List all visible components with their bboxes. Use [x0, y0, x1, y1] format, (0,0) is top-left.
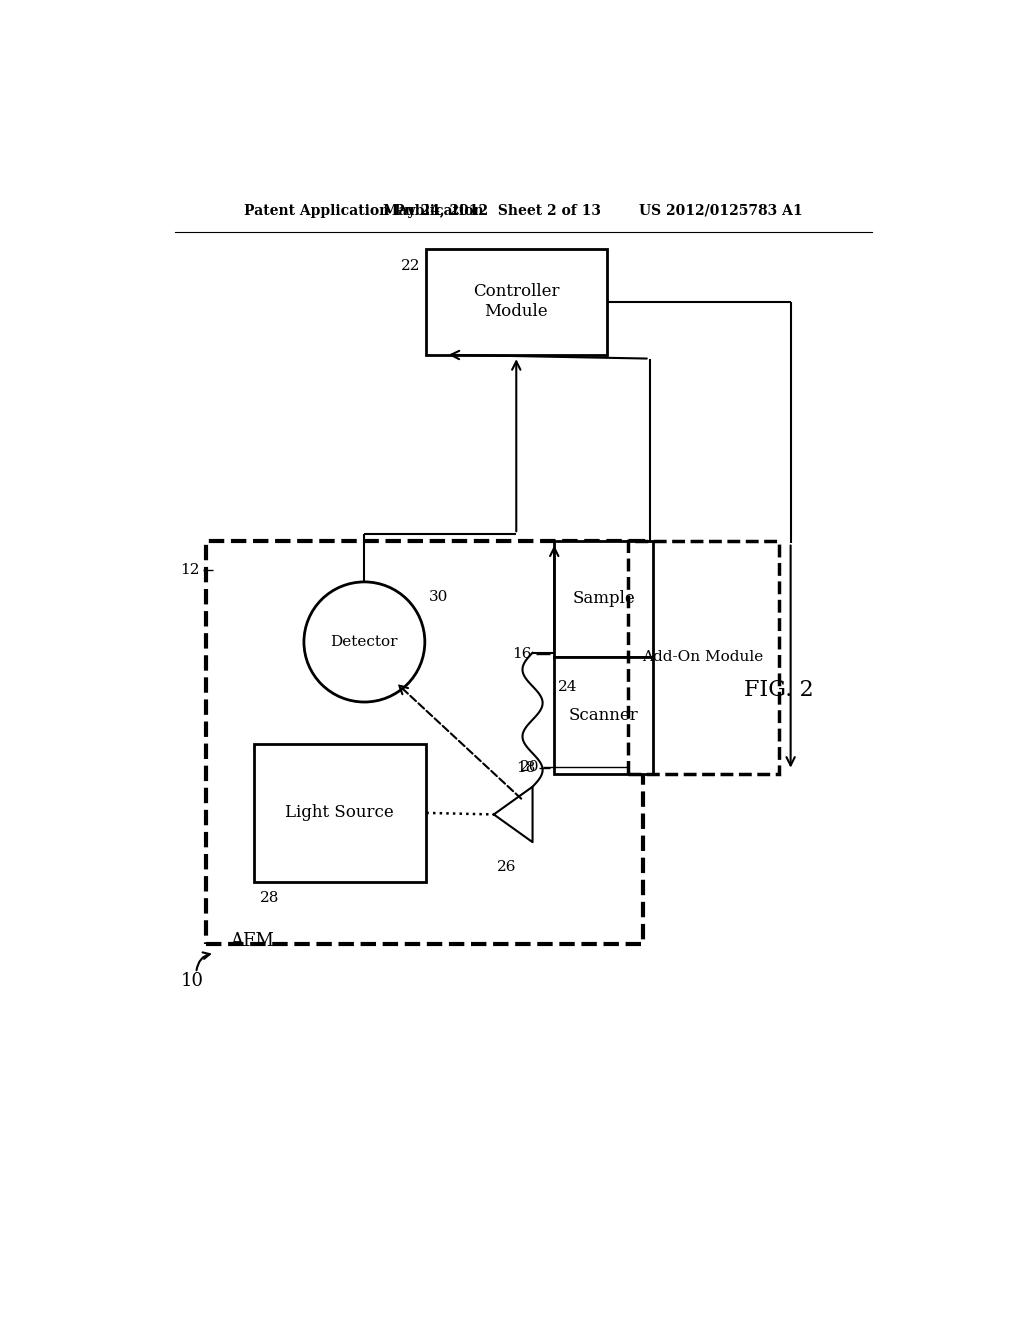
Bar	[426, 249, 607, 355]
Text: Add-On Module: Add-On Module	[642, 651, 764, 664]
Bar	[554, 657, 653, 775]
Bar	[206, 541, 643, 944]
Text: 20: 20	[520, 760, 540, 774]
Text: FIG. 2: FIG. 2	[744, 678, 814, 701]
Text: 26: 26	[497, 859, 516, 874]
Text: Patent Application Publication: Patent Application Publication	[245, 203, 484, 218]
Circle shape	[304, 582, 425, 702]
Text: 24: 24	[558, 680, 578, 694]
Text: AFM: AFM	[230, 932, 274, 950]
Bar	[254, 743, 426, 882]
Text: Controller
Module: Controller Module	[473, 284, 559, 319]
Text: Detector: Detector	[331, 635, 398, 649]
Text: 18: 18	[516, 762, 536, 775]
Text: US 2012/0125783 A1: US 2012/0125783 A1	[639, 203, 802, 218]
Text: Light Source: Light Source	[286, 804, 394, 821]
Text: May 24, 2012  Sheet 2 of 13: May 24, 2012 Sheet 2 of 13	[383, 203, 601, 218]
Text: 30: 30	[429, 590, 449, 603]
Text: 22: 22	[400, 259, 420, 272]
Text: 16: 16	[512, 647, 531, 660]
Text: 10: 10	[181, 972, 204, 990]
Bar	[628, 541, 779, 775]
Text: Scanner: Scanner	[569, 708, 639, 725]
Bar	[554, 541, 653, 657]
Text: 12: 12	[180, 564, 200, 577]
Text: 28: 28	[260, 891, 280, 906]
Text: Sample: Sample	[572, 590, 635, 607]
